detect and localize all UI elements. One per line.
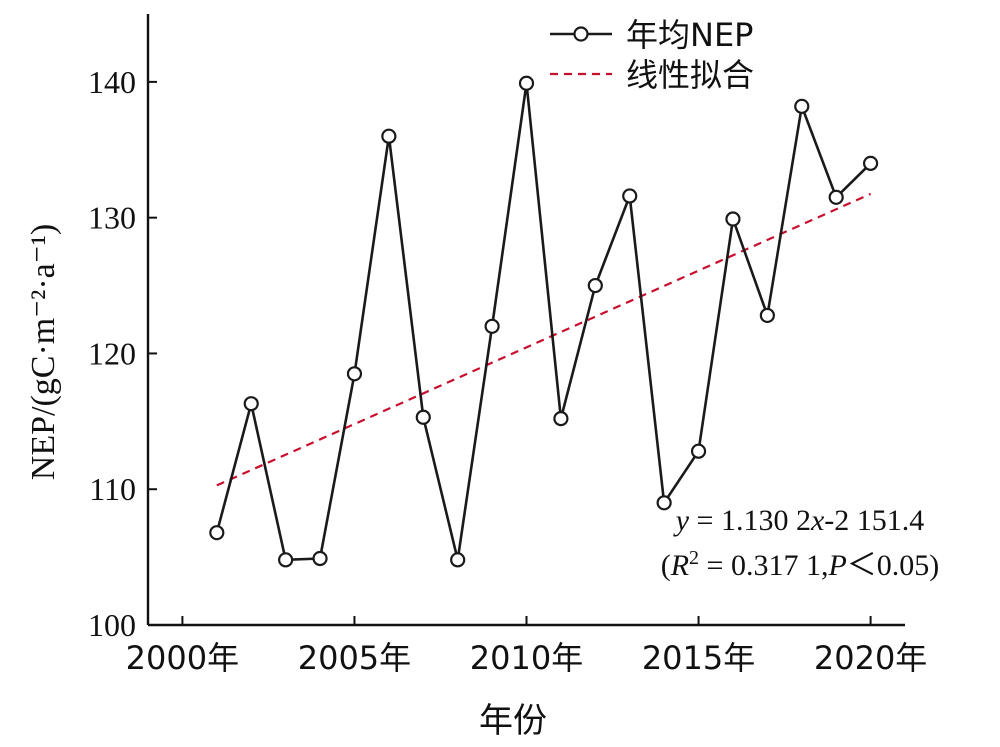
data-point — [243, 396, 259, 412]
data-point — [312, 550, 328, 567]
data-point — [828, 189, 844, 205]
axes — [146, 14, 905, 627]
data-point — [415, 409, 431, 425]
regression-annotation: y = 1.130 2x-2 151.4 (R2 = 0.317 1,P＜0.0… — [661, 504, 940, 582]
y-tick-label: 100 — [88, 607, 136, 643]
x-tick-label: 2010年 — [470, 639, 583, 677]
regression-equation: y = 1.130 2x-2 151.4 — [673, 504, 925, 537]
data-point — [622, 188, 638, 204]
x-axis-title: 年份 — [479, 701, 547, 741]
legend-series-label: 年均NEP — [626, 16, 753, 54]
data-point — [346, 366, 363, 382]
series-line — [215, 81, 872, 562]
fit-line — [216, 192, 872, 487]
data-point — [794, 98, 810, 114]
series-layer — [209, 75, 879, 568]
data-point — [725, 211, 741, 227]
y-tick-label: 110 — [89, 471, 136, 507]
fit-line-layer — [216, 192, 872, 487]
y-tick-label: 140 — [88, 64, 136, 100]
y-tick-label: 130 — [88, 200, 136, 236]
data-point — [690, 443, 707, 459]
data-point — [759, 307, 775, 324]
data-point — [587, 277, 603, 294]
regression-stats: (R2 = 0.317 1,P＜0.05) — [661, 547, 940, 582]
y-axis-title: NEP/(gC·m⁻²·a⁻¹) — [25, 224, 62, 480]
data-point — [450, 552, 466, 568]
data-point — [278, 552, 294, 568]
data-point — [862, 155, 879, 171]
tick-labels: 100 110 120 130 140 2000年 2005年 2010年 2015年 2020年 — [88, 64, 927, 677]
data-point — [656, 495, 672, 511]
x-tick-label: 2015年 — [642, 639, 755, 677]
data-point — [518, 75, 535, 91]
legend-series-marker — [573, 26, 589, 42]
x-tick-label: 2005年 — [298, 639, 411, 677]
x-tick-label: 2020年 — [814, 639, 927, 677]
data-point — [209, 525, 225, 541]
legend: 年均NEP 线性拟合 — [550, 16, 754, 94]
data-point — [381, 128, 397, 144]
x-tick-label: 2000年 — [126, 639, 239, 677]
data-point — [553, 411, 569, 427]
data-point — [484, 318, 500, 334]
y-tick-label: 120 — [88, 335, 136, 371]
legend-fit-label: 线性拟合 — [626, 56, 754, 94]
